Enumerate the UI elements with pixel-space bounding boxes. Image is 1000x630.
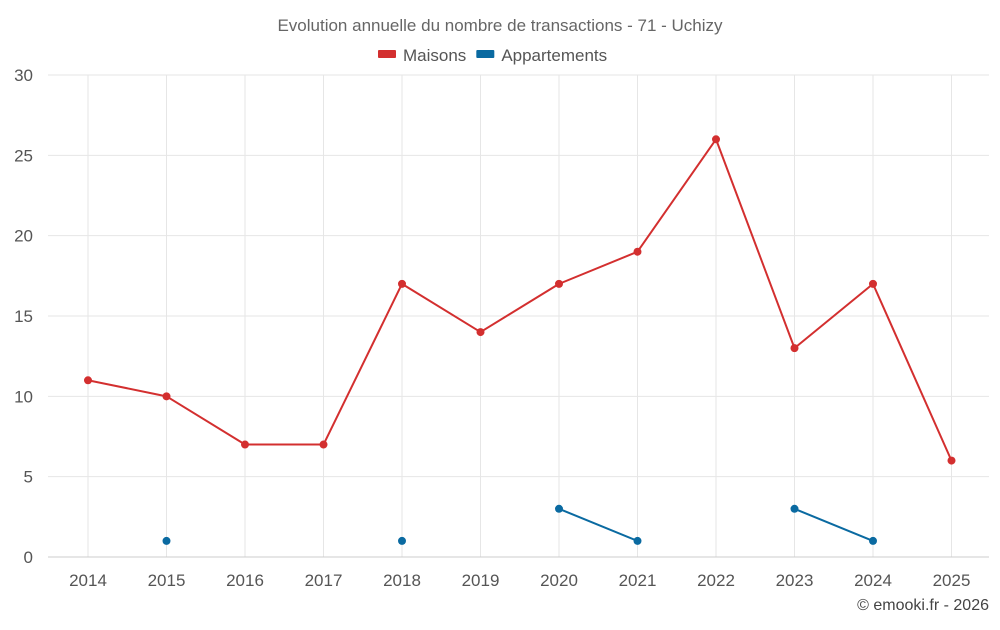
- data-point-maisons: [319, 440, 328, 449]
- x-tick-label: 2021: [619, 571, 657, 590]
- series-line-segment: [872, 282, 953, 462]
- data-point-appartements: [790, 504, 799, 513]
- legend-item-maisons: Maisons: [378, 46, 466, 65]
- x-tick-label: 2020: [540, 571, 578, 590]
- series-line-segment: [636, 138, 717, 253]
- x-tick-label: 2022: [697, 571, 735, 590]
- data-point-maisons: [398, 279, 406, 288]
- y-tick-label: 25: [14, 146, 33, 165]
- legend-swatch: [476, 50, 495, 58]
- x-tick-label: 2014: [69, 571, 107, 590]
- grid: [48, 74, 989, 557]
- data-point-appartements: [633, 536, 642, 545]
- x-tick-label: 2019: [462, 571, 500, 590]
- data-point-maisons: [555, 279, 563, 288]
- data-point-maisons: [162, 392, 171, 401]
- series-line-segment: [479, 282, 560, 334]
- y-tick-label: 10: [14, 387, 33, 406]
- legend-swatch: [378, 50, 396, 58]
- data-point-appartements: [555, 504, 563, 513]
- data-point-maisons: [476, 328, 485, 337]
- x-tick-label: 2017: [305, 571, 343, 590]
- series: [84, 135, 956, 545]
- series-line-segment: [793, 282, 874, 350]
- x-tick-label: 2025: [933, 571, 971, 590]
- data-point-appartements: [398, 536, 406, 545]
- y-tick-label: 30: [14, 66, 33, 85]
- y-tick-label: 20: [14, 227, 33, 246]
- legend-label: Maisons: [403, 46, 466, 65]
- chart-credit: © emooki.fr - 2026: [857, 597, 989, 614]
- chart-title: Evolution annuelle du nombre de transact…: [277, 16, 723, 35]
- data-point-maisons: [241, 440, 249, 449]
- x-tick-label: 2024: [854, 571, 892, 590]
- series-line-segment: [165, 395, 246, 446]
- x-tick-label: 2023: [776, 571, 814, 590]
- legend-label: Appartements: [501, 46, 607, 65]
- series-line-segment: [715, 138, 796, 350]
- data-point-maisons: [712, 135, 720, 144]
- x-tick-label: 2016: [226, 571, 264, 590]
- legend-item-appartements: Appartements: [476, 46, 607, 65]
- y-tick-label: 0: [24, 548, 33, 567]
- series-line-segment: [87, 379, 168, 398]
- series-maisons: [84, 135, 956, 465]
- data-point-maisons: [947, 456, 956, 465]
- series-line-segment: [793, 507, 874, 542]
- x-tick-label: 2015: [148, 571, 186, 590]
- series-appartements: [162, 504, 877, 545]
- y-tick-label: 15: [14, 307, 33, 326]
- series-line-segment: [558, 250, 639, 285]
- legend: Maisons Appartements: [378, 46, 607, 65]
- data-point-maisons: [790, 344, 799, 353]
- data-point-appartements: [869, 536, 877, 545]
- x-tick-label: 2018: [383, 571, 421, 590]
- series-line-segment: [322, 282, 403, 446]
- data-point-appartements: [162, 536, 171, 545]
- data-point-maisons: [869, 279, 877, 288]
- data-point-maisons: [84, 376, 92, 385]
- series-line-segment: [558, 507, 639, 542]
- y-tick-label: 5: [24, 468, 33, 487]
- series-line-segment: [401, 282, 482, 334]
- data-point-maisons: [633, 247, 642, 256]
